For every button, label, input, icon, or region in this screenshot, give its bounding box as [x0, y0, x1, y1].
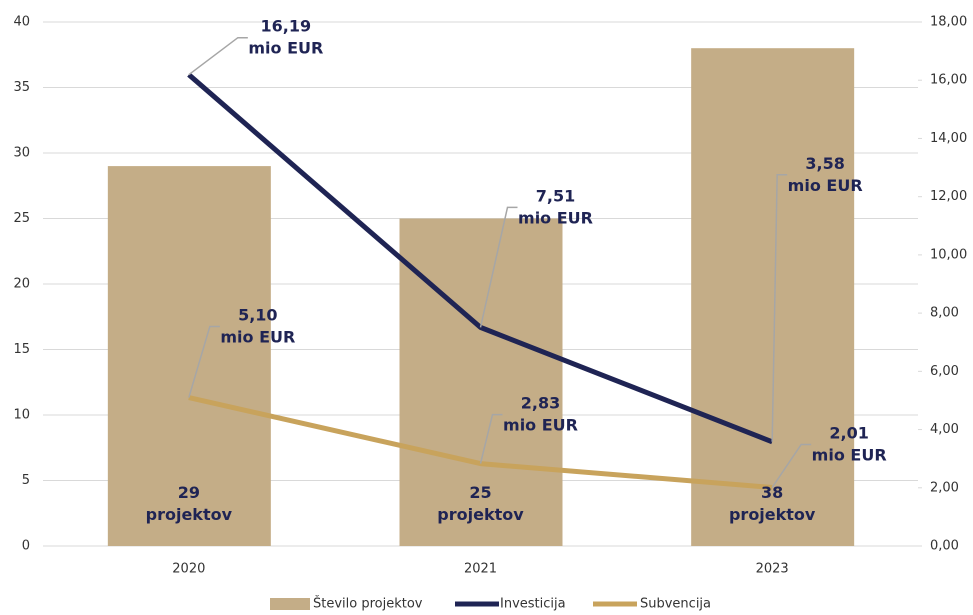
y2-tick-label: 6,00	[930, 364, 959, 379]
data-label: 16,19 mio EUR	[248, 16, 323, 57]
data-label: 2,01 mio EUR	[812, 423, 887, 464]
y2-tick-label: 0,00	[930, 539, 959, 554]
x-tick-label: 2023	[756, 562, 789, 577]
leader-line	[188, 325, 220, 398]
data-label: 5,10 mio EUR	[220, 305, 295, 346]
bar	[399, 218, 563, 546]
bar	[691, 48, 855, 546]
legend-swatch	[270, 598, 310, 610]
y-tick-label: 0	[22, 539, 30, 554]
data-label: 3,58 mio EUR	[788, 153, 863, 194]
y2-tick-label: 14,00	[930, 131, 967, 146]
y-tick-label: 40	[13, 15, 30, 30]
y-tick-label: 35	[13, 80, 30, 95]
x-tick-label: 2021	[464, 562, 497, 577]
x-tick-label: 2020	[172, 562, 205, 577]
y-tick-label: 25	[13, 211, 30, 226]
y-tick-label: 10	[13, 408, 30, 423]
y2-tick-label: 10,00	[930, 247, 967, 262]
bar	[107, 166, 271, 546]
y2-tick-label: 4,00	[930, 422, 959, 437]
data-label: 25 projektov	[437, 483, 524, 524]
y2-tick-label: 18,00	[930, 15, 967, 30]
legend-label: Investicija	[500, 597, 566, 612]
leader-line	[479, 206, 518, 328]
leader-line	[771, 443, 812, 488]
y-tick-label: 5	[22, 473, 30, 488]
data-label: 2,83 mio EUR	[503, 393, 578, 434]
y2-tick-label: 2,00	[930, 480, 959, 495]
y2-tick-label: 12,00	[930, 189, 967, 204]
data-label: 38 projektov	[729, 483, 816, 524]
data-label: 7,51 mio EUR	[518, 186, 593, 227]
y2-tick-label: 16,00	[930, 73, 967, 88]
y2-tick-label: 8,00	[930, 306, 959, 321]
y-tick-label: 15	[13, 342, 30, 357]
legend-label: Število projektov	[313, 596, 423, 612]
leader-line	[771, 174, 788, 442]
legend-label: Subvencija	[640, 597, 711, 612]
y-tick-label: 20	[13, 277, 30, 292]
data-label: 29 projektov	[146, 483, 233, 524]
leader-line	[188, 36, 248, 76]
leader-line	[479, 413, 503, 464]
y-tick-label: 30	[13, 146, 30, 161]
